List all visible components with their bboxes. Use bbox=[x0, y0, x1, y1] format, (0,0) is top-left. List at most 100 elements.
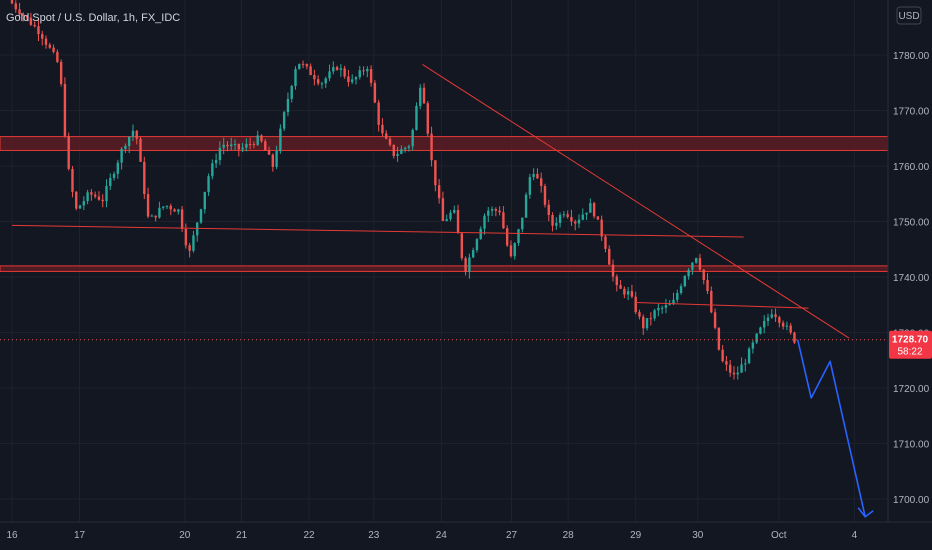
candle-body bbox=[494, 209, 498, 211]
candle-body bbox=[490, 209, 494, 211]
candle-body bbox=[120, 148, 123, 163]
candle-body bbox=[698, 258, 702, 270]
candle-body bbox=[763, 320, 766, 328]
candle-body bbox=[37, 26, 40, 35]
candle-body bbox=[660, 307, 664, 309]
candle-body bbox=[664, 305, 668, 308]
candle-body bbox=[437, 185, 441, 199]
candle-body bbox=[505, 228, 509, 246]
x-tick-label: 24 bbox=[436, 530, 448, 541]
candle-body bbox=[589, 203, 592, 213]
candle-body bbox=[547, 204, 550, 216]
candle-body bbox=[460, 233, 464, 259]
candle-body bbox=[264, 141, 267, 151]
candle-body bbox=[396, 153, 399, 157]
candle-body bbox=[116, 162, 120, 174]
candle-body bbox=[540, 178, 543, 186]
time-axis[interactable]: 16 17 20 21 22 23 24 27 28 29 30 Oct 4 bbox=[6, 530, 857, 541]
candle-body bbox=[403, 147, 407, 150]
candle-body bbox=[385, 133, 388, 139]
candle-body bbox=[146, 193, 150, 217]
candle-body bbox=[294, 69, 297, 86]
candle-body bbox=[392, 144, 395, 157]
candle-body bbox=[419, 87, 422, 106]
candle-body bbox=[502, 212, 505, 229]
candle-body bbox=[366, 69, 369, 72]
candle-body bbox=[570, 216, 573, 222]
chart-title: Gold Spot / U.S. Dollar, 1h, FX_IDC bbox=[6, 12, 180, 24]
candle-body bbox=[683, 276, 687, 287]
candle-body bbox=[260, 135, 263, 142]
candle-body bbox=[543, 185, 547, 205]
candle-body bbox=[766, 317, 770, 321]
candle-body bbox=[532, 173, 535, 178]
candle-body bbox=[211, 163, 214, 177]
currency-button[interactable]: USD bbox=[896, 6, 922, 25]
y-tick-label: 1760.00 bbox=[893, 162, 930, 173]
candle-body bbox=[245, 143, 248, 148]
candle-body bbox=[479, 228, 482, 240]
candle-body bbox=[162, 206, 165, 208]
y-tick-label: 1780.00 bbox=[893, 51, 930, 62]
candle-body bbox=[10, 0, 14, 4]
candle-body bbox=[177, 209, 180, 212]
candle-body bbox=[90, 192, 93, 195]
last-price-value: 1728.70 bbox=[892, 335, 929, 346]
candlestick-series bbox=[10, 0, 796, 380]
candle-body bbox=[328, 71, 331, 79]
x-tick-label: 17 bbox=[74, 530, 86, 541]
candle-body bbox=[25, 15, 29, 18]
candle-body bbox=[585, 212, 588, 215]
candle-body bbox=[781, 322, 785, 327]
x-tick-label: 27 bbox=[506, 530, 518, 541]
candle-body bbox=[275, 150, 278, 167]
candle-body bbox=[770, 314, 773, 318]
candle-body bbox=[407, 146, 411, 148]
candle-body bbox=[188, 245, 191, 251]
candle-body bbox=[706, 279, 709, 292]
candle-body bbox=[109, 177, 112, 186]
candle-body bbox=[755, 333, 758, 343]
bar-countdown: 58:22 bbox=[897, 347, 922, 358]
candle-body bbox=[222, 144, 225, 148]
candle-body bbox=[44, 38, 48, 45]
trendlines bbox=[0, 64, 888, 341]
candle-body bbox=[52, 47, 55, 52]
candle-body bbox=[199, 209, 203, 223]
candle-body bbox=[434, 160, 437, 186]
candle-body bbox=[744, 363, 747, 365]
candle-body bbox=[29, 17, 33, 25]
candle-body bbox=[672, 299, 675, 305]
candle-body bbox=[226, 144, 229, 147]
candle-body bbox=[14, 3, 17, 10]
candle-body bbox=[48, 44, 51, 48]
candle-body bbox=[751, 342, 755, 349]
candle-body bbox=[536, 173, 539, 179]
candle-body bbox=[793, 332, 796, 343]
x-tick-label: 28 bbox=[563, 530, 575, 541]
candle-body bbox=[687, 269, 690, 277]
y-tick-label: 1710.00 bbox=[893, 440, 930, 451]
candle-body bbox=[691, 262, 694, 270]
candle-body bbox=[75, 191, 78, 209]
candle-body bbox=[154, 215, 157, 218]
candle-body bbox=[653, 310, 656, 319]
candle-body bbox=[577, 219, 581, 224]
candle-body bbox=[645, 318, 649, 329]
candle-body bbox=[214, 160, 218, 164]
candle-body bbox=[657, 307, 660, 311]
candle-body bbox=[441, 198, 445, 221]
y-tick-label: 1720.00 bbox=[893, 384, 930, 395]
candle-body bbox=[351, 79, 354, 83]
candle-body bbox=[335, 67, 339, 70]
candle-body bbox=[332, 67, 335, 72]
candle-body bbox=[453, 209, 456, 213]
candle-body bbox=[702, 269, 705, 280]
candle-body bbox=[574, 221, 577, 224]
candle-body bbox=[230, 144, 233, 147]
candle-body bbox=[63, 83, 67, 136]
candle-body bbox=[271, 154, 275, 167]
x-tick-label: 20 bbox=[179, 530, 191, 541]
